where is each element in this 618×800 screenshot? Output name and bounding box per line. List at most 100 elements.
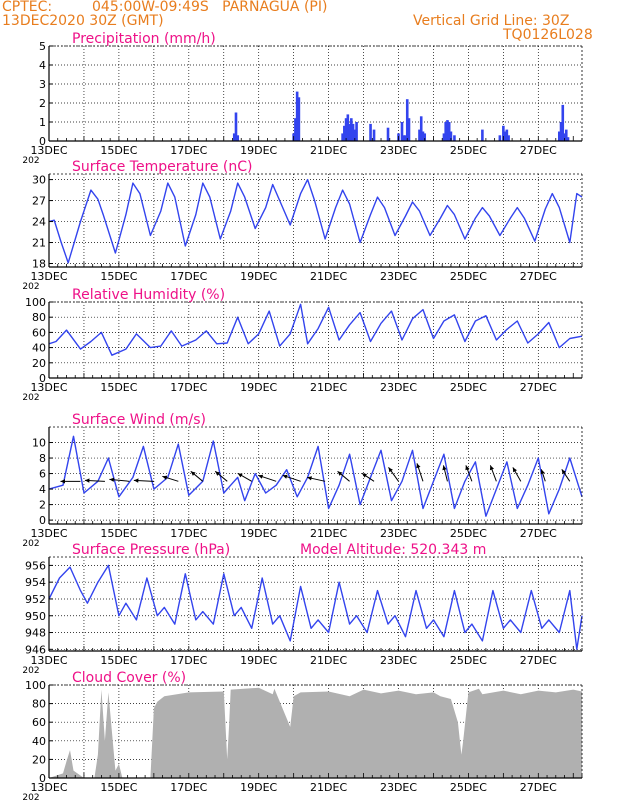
y-tick-label: 2 <box>39 97 46 110</box>
header-grid-note: Vertical Grid Line: 30Z <box>413 13 570 29</box>
precip-bar <box>294 118 297 141</box>
header-code: TQ0126L028 <box>503 27 593 43</box>
precip-bar <box>449 131 453 141</box>
y-tick-label: 946 <box>25 643 46 656</box>
x-tick-label: 17DEC <box>170 654 207 667</box>
y-tick-label: 10 <box>32 437 46 450</box>
x-tick-label: 13DEC <box>30 654 67 667</box>
precip-bar <box>421 131 425 141</box>
cloud-area <box>49 687 582 778</box>
precip-bar <box>341 133 344 141</box>
x-tick-label: 27DEC <box>520 270 557 283</box>
x-tick-label: 13DEC <box>30 781 67 794</box>
x-tick-label: 15DEC <box>100 654 137 667</box>
x-tick-label: 13DEC <box>30 144 67 157</box>
precip-bar <box>372 129 376 141</box>
x-tick-label: 21DEC <box>310 144 347 157</box>
precip-bar <box>481 129 484 141</box>
panel-5: 0 20 40 60 80 100 13DEC 15DEC 17DEC 19DEC 21DEC 23D… <box>22 670 583 800</box>
wind-arrowhead <box>258 474 264 479</box>
precip-bar <box>386 127 390 141</box>
x-tick-label: 27DEC <box>520 527 557 540</box>
series-line <box>48 178 583 264</box>
precip-bar <box>350 118 353 141</box>
precip-bar <box>232 133 236 141</box>
series-line <box>48 303 583 356</box>
y-tick-label: 4 <box>39 59 46 72</box>
precip-bar <box>236 135 240 141</box>
wind-arrowhead <box>540 469 545 475</box>
precip-bar <box>404 135 407 141</box>
y-tick-label: 0 <box>39 772 46 785</box>
x-tick-label: 21DEC <box>310 381 347 394</box>
panel-0: 0 1 2 3 4 5 13DEC 15DEC 17DEC 19DEC 21DEC 23DEC 25DE… <box>22 31 583 166</box>
wind-arrowhead <box>237 473 243 478</box>
x-year-label: 202 <box>22 393 39 403</box>
x-tick-label: 21DEC <box>310 654 347 667</box>
header-date: 13DEC2020 30Z (GMT) <box>2 13 164 29</box>
x-tick-label: 17DEC <box>170 381 207 394</box>
y-tick-label: 5 <box>39 40 46 53</box>
x-tick-label: 27DEC <box>520 781 557 794</box>
wind-arrowhead <box>84 478 90 483</box>
wind-arrowhead <box>190 471 196 476</box>
x-tick-label: 23DEC <box>380 654 417 667</box>
x-tick-label: 23DEC <box>380 144 417 157</box>
x-tick-label: 25DEC <box>450 381 487 394</box>
y-tick-label: 954 <box>25 576 46 589</box>
precip-bar <box>355 122 358 141</box>
y-tick-label: 40 <box>32 735 46 748</box>
x-year-label: 202 <box>22 282 39 292</box>
x-tick-label: 23DEC <box>380 381 417 394</box>
precip-bar <box>557 131 561 141</box>
x-year-label: 202 <box>22 156 39 166</box>
x-tick-label: 17DEC <box>170 270 207 283</box>
panel-title: Surface Temperature (nC) <box>72 159 253 175</box>
x-tick-label: 21DEC <box>310 270 347 283</box>
x-tick-label: 15DEC <box>100 270 137 283</box>
y-tick-label: 60 <box>32 326 46 339</box>
wind-arrowhead <box>215 471 221 476</box>
precip-bar <box>346 114 350 141</box>
precip-bar <box>505 129 509 141</box>
precip-bar <box>344 118 348 141</box>
y-tick-label: 4 <box>39 483 46 496</box>
wind-arrowhead <box>465 465 470 471</box>
precip-bar <box>566 137 570 141</box>
header-location: 045:00W-09:49S PARNAGUA (PI) <box>92 0 328 15</box>
precip-bar <box>423 133 427 141</box>
y-tick-label: 20 <box>32 357 46 370</box>
y-tick-label: 80 <box>32 698 46 711</box>
panel-3: 0 2 4 6 8 10 13DEC 15DEC 17DEC 19DEC 21DEC 23DEC 25D… <box>22 412 583 549</box>
y-tick-label: 21 <box>32 237 46 250</box>
x-tick-label: 27DEC <box>520 144 557 157</box>
x-tick-label: 25DEC <box>450 781 487 794</box>
wind-arrowhead <box>282 474 288 479</box>
precip-bar <box>564 129 568 141</box>
precip-bar <box>295 91 299 141</box>
x-tick-label: 25DEC <box>450 270 487 283</box>
x-tick-label: 17DEC <box>170 144 207 157</box>
x-tick-label: 15DEC <box>100 527 137 540</box>
y-tick-label: 8 <box>39 452 46 465</box>
wind-arrowhead <box>489 465 494 471</box>
y-tick-label: 20 <box>32 753 46 766</box>
precip-bar <box>348 123 351 141</box>
y-tick-label: 0 <box>39 514 46 527</box>
wind-arrowhead <box>162 475 168 480</box>
y-tick-label: 3 <box>39 78 46 91</box>
precip-bar <box>369 123 372 141</box>
series-line <box>48 564 583 650</box>
wind-arrowhead <box>512 467 517 473</box>
x-tick-label: 17DEC <box>170 527 207 540</box>
precip-bar <box>297 97 301 141</box>
precip-bar <box>502 125 505 141</box>
y-tick-label: 80 <box>32 311 46 324</box>
panel-title: Surface Wind (m/s) <box>72 412 206 428</box>
x-tick-label: 13DEC <box>30 527 67 540</box>
wind-arrowhead <box>561 469 567 475</box>
precip-bar <box>447 122 451 141</box>
wind-arrowhead <box>133 478 139 483</box>
y-tick-label: 30 <box>32 174 46 187</box>
x-tick-label: 19DEC <box>240 527 277 540</box>
